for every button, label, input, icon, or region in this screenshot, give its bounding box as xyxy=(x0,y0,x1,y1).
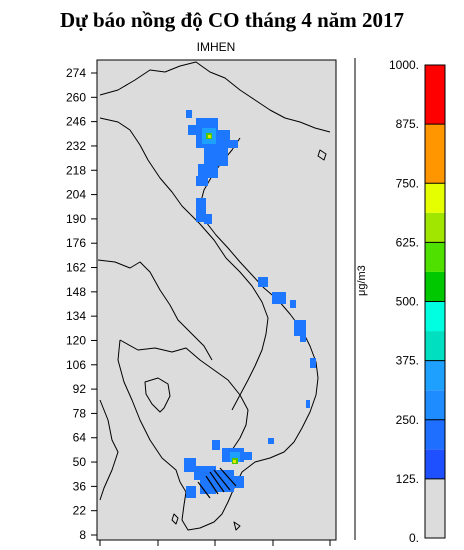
legend-color-band xyxy=(425,183,445,213)
legend-tick-label: 250. xyxy=(396,413,419,427)
legend-tick-label: 0. xyxy=(409,531,419,545)
y-tick-label: 36 xyxy=(73,479,87,493)
y-tick-label: 120 xyxy=(66,333,86,347)
hotspot-block xyxy=(186,110,192,118)
y-tick-label: 190 xyxy=(66,212,86,226)
hotspot-block xyxy=(268,438,274,444)
legend-color-band xyxy=(425,65,445,125)
y-tick-label: 260 xyxy=(66,90,86,104)
legend-color-band xyxy=(425,242,445,272)
legend: 1000. 875. 750. 625. 500. 375. 250. 125. 0. xyxy=(389,58,446,545)
y-tick-label: 148 xyxy=(66,285,86,299)
y-tick-label: 92 xyxy=(73,382,87,396)
legend-color-band xyxy=(425,271,445,302)
hotspot-block xyxy=(290,300,296,308)
hotspot-block xyxy=(208,135,211,138)
hotspot-block xyxy=(198,164,218,178)
y-tick-label: 204 xyxy=(66,188,86,202)
legend-color-band xyxy=(425,212,445,243)
y-tick-label: 176 xyxy=(66,236,86,250)
co-hotspots xyxy=(184,110,316,498)
legend-color-band xyxy=(425,449,445,479)
y-tick-label: 106 xyxy=(66,358,86,372)
legend-color-band xyxy=(425,360,445,391)
legend-color-band xyxy=(425,301,445,332)
y-axis: 274 260 246 232 218 204 190 176 162 148 134 120 106 9… xyxy=(66,66,97,542)
y-tick-label: 22 xyxy=(73,504,87,518)
legend-color-band xyxy=(425,478,445,538)
hotspot-block xyxy=(233,460,236,463)
y-tick-label: 78 xyxy=(73,406,87,420)
hotspot-block xyxy=(294,320,306,336)
y-tick-label: 64 xyxy=(73,431,87,445)
map-subtitle: IMHEN xyxy=(196,40,236,54)
hotspot-block xyxy=(186,486,196,498)
y-tick-label: 162 xyxy=(66,261,86,275)
hotspot-block xyxy=(244,452,252,460)
legend-tick-label: 625. xyxy=(396,235,419,249)
y-tick-label: 8 xyxy=(79,528,86,542)
mekong-rivers xyxy=(197,467,237,499)
hotspot-block xyxy=(306,400,310,408)
legend-tick-label: 1000. xyxy=(389,58,419,72)
hotspot-block xyxy=(196,198,206,222)
y-tick-label: 246 xyxy=(66,115,86,129)
hotspot-block xyxy=(184,458,196,472)
hotspot-block xyxy=(218,130,230,148)
legend-color-band xyxy=(425,124,445,184)
hotspot-block xyxy=(234,476,244,488)
y-tick-label: 274 xyxy=(66,66,86,80)
coastline-borders xyxy=(97,61,331,531)
x-axis-ticks xyxy=(99,540,331,546)
legend-tick-label: 375. xyxy=(396,354,419,368)
y-tick-label: 232 xyxy=(66,139,86,153)
legend-color-band xyxy=(425,331,445,361)
legend-tick-label: 750. xyxy=(396,176,419,190)
y-tick-label: 50 xyxy=(73,455,87,469)
y-tick-label: 134 xyxy=(66,309,86,323)
hotspot-block xyxy=(228,140,238,148)
legend-tick-label: 125. xyxy=(396,472,419,486)
hotspot-block xyxy=(212,440,220,450)
hotspot-block xyxy=(204,146,228,166)
legend-tick-label: 875. xyxy=(396,117,419,131)
legend-color-band xyxy=(425,390,445,420)
hotspot-block xyxy=(310,358,316,368)
hotspot-block xyxy=(230,452,240,462)
hotspot-block xyxy=(300,334,306,342)
hotspot-block xyxy=(258,277,268,287)
y-tick-label: 218 xyxy=(66,163,86,177)
hotspot-block xyxy=(200,478,216,494)
hotspot-block xyxy=(196,176,208,186)
legend-color-band xyxy=(425,419,445,450)
legend-tick-label: 500. xyxy=(396,295,419,309)
hotspot-block xyxy=(204,214,212,224)
map-title: Dự báo nồng độ CO tháng 4 năm 2017 xyxy=(59,8,404,32)
hotspot-block xyxy=(188,125,196,135)
hotspot-block xyxy=(272,292,286,304)
